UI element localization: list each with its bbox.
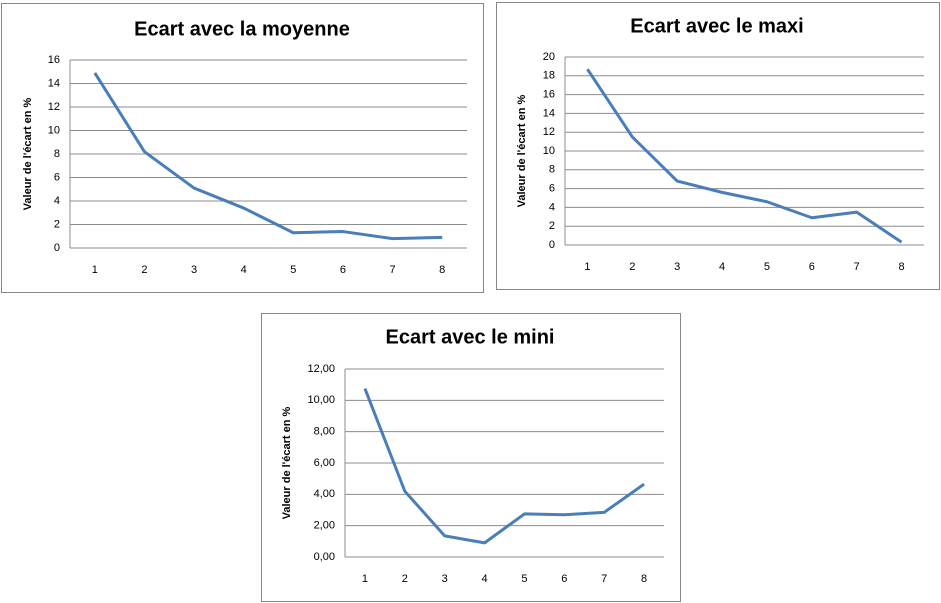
y-tick-label: 2,00: [314, 520, 335, 532]
y-tick-label: 12: [48, 101, 60, 113]
x-tick-label: 2: [402, 573, 408, 585]
chart-frame: [496, 2, 940, 290]
x-tick-label: 5: [764, 261, 770, 273]
y-tick-label: 6: [54, 171, 60, 183]
data-line: [586, 68, 903, 244]
y-tick-label: 12,00: [307, 363, 335, 375]
y-tick-label: 10: [48, 124, 60, 136]
y-tick-label: 8,00: [314, 426, 335, 438]
y-tick-label: 4: [54, 195, 60, 207]
chart-title: Ecart avec le mini: [386, 326, 555, 348]
x-tick-label: 7: [601, 573, 607, 585]
x-tick-label: 4: [482, 573, 488, 585]
y-tick-label: 12: [543, 126, 555, 138]
y-tick-label: 0: [54, 242, 60, 254]
y-tick-label: 16: [48, 54, 60, 66]
x-tick-label: 2: [141, 264, 147, 276]
data-line: [363, 388, 645, 545]
x-tick-label: 3: [674, 261, 680, 273]
y-tick-label: 16: [543, 89, 555, 101]
x-tick-label: 4: [719, 261, 725, 273]
y-tick-label: 6,00: [314, 457, 335, 469]
y-axis-label: Valeur de l'écart en %: [22, 97, 34, 210]
y-tick-label: 4: [549, 201, 555, 213]
x-tick-label: 8: [899, 261, 905, 273]
x-tick-label: 7: [390, 264, 396, 276]
y-tick-label: 18: [543, 70, 555, 82]
y-tick-label: 4,00: [314, 488, 335, 500]
x-tick-label: 2: [629, 261, 635, 273]
x-tick-label: 3: [442, 573, 448, 585]
x-tick-label: 8: [439, 264, 445, 276]
x-tick-label: 4: [241, 264, 247, 276]
x-tick-label: 5: [290, 264, 296, 276]
x-tick-label: 1: [584, 261, 590, 273]
chart-frame: [1, 3, 484, 293]
chart-frame: [261, 313, 681, 602]
y-tick-label: 8: [54, 148, 60, 160]
x-tick-label: 5: [521, 573, 527, 585]
x-tick-label: 6: [561, 573, 567, 585]
y-tick-label: 0,00: [314, 551, 335, 563]
y-tick-label: 10,00: [307, 394, 335, 406]
y-tick-label: 10: [543, 145, 555, 157]
x-tick-label: 6: [809, 261, 815, 273]
y-tick-label: 14: [48, 77, 60, 89]
x-tick-label: 7: [854, 261, 860, 273]
y-tick-label: 20: [543, 51, 555, 63]
x-tick-label: 1: [362, 573, 368, 585]
y-tick-label: 14: [543, 107, 555, 119]
y-axis-label: Valeur de l'écart en %: [281, 406, 293, 519]
y-tick-label: 2: [549, 220, 555, 232]
y-tick-label: 2: [54, 218, 60, 230]
data-line: [93, 72, 443, 241]
x-tick-label: 1: [92, 264, 98, 276]
x-tick-label: 6: [340, 264, 346, 276]
y-tick-label: 8: [549, 164, 555, 176]
chart-title: Ecart avec le maxi: [630, 15, 803, 37]
x-tick-label: 3: [191, 264, 197, 276]
y-axis-label: Valeur de l'écart en %: [516, 94, 528, 207]
y-tick-label: 6: [549, 183, 555, 195]
chart-title: Ecart avec la moyenne: [134, 18, 350, 40]
y-tick-label: 0: [549, 239, 555, 251]
x-tick-label: 8: [641, 573, 647, 585]
